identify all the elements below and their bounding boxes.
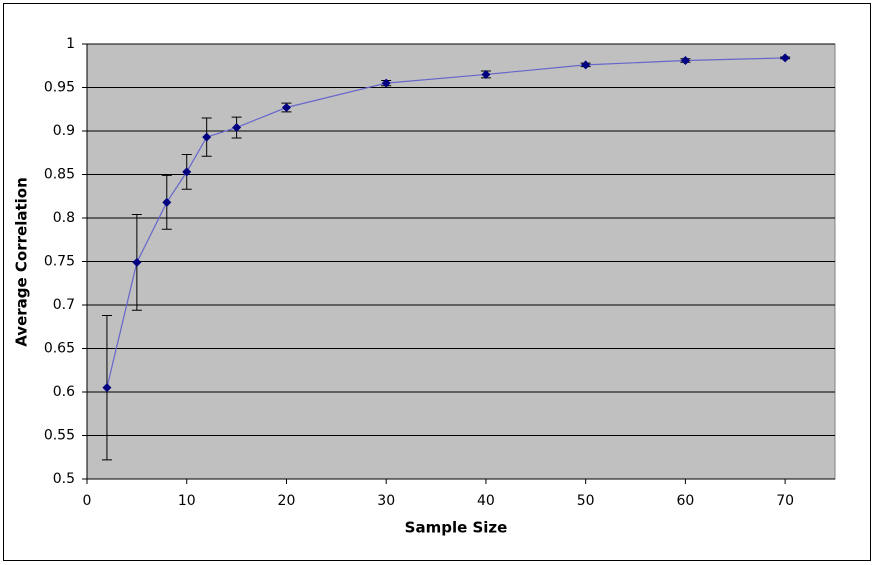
x-tick-label: 70 bbox=[776, 493, 794, 509]
data-point bbox=[202, 132, 212, 142]
y-tick-label: 1 bbox=[66, 36, 75, 52]
x-tick-label: 50 bbox=[577, 493, 595, 509]
y-tick-label: 0.55 bbox=[44, 428, 75, 444]
data-point bbox=[780, 53, 790, 63]
y-axis-title: Average Correlation bbox=[13, 177, 31, 347]
y-tick-label: 0.65 bbox=[44, 341, 75, 357]
data-point bbox=[232, 123, 242, 133]
series-line bbox=[106, 57, 786, 388]
data-point bbox=[381, 78, 391, 88]
y-tick-label: 0.8 bbox=[53, 210, 75, 226]
data-point bbox=[680, 56, 690, 66]
x-tick-label: 60 bbox=[676, 493, 694, 509]
y-tick-label: 0.95 bbox=[44, 80, 75, 96]
data-point bbox=[162, 197, 172, 207]
y-tick-label: 0.75 bbox=[44, 254, 75, 270]
y-tick-label: 0.5 bbox=[53, 471, 75, 487]
y-tick-label: 0.6 bbox=[53, 384, 75, 400]
x-tick-label: 20 bbox=[278, 493, 296, 509]
data-point bbox=[481, 69, 491, 79]
data-point bbox=[581, 60, 591, 70]
x-tick-label: 30 bbox=[377, 493, 395, 509]
x-tick-label: 10 bbox=[178, 493, 196, 509]
data-point bbox=[182, 167, 192, 177]
x-tick-label: 0 bbox=[83, 493, 92, 509]
x-tick-label: 40 bbox=[477, 493, 495, 509]
data-point bbox=[281, 103, 291, 113]
y-tick-label: 0.7 bbox=[53, 297, 75, 313]
y-tick-label: 0.9 bbox=[53, 123, 75, 139]
x-axis-title: Sample Size bbox=[405, 519, 508, 537]
y-tick-label: 0.85 bbox=[44, 167, 75, 183]
data-point bbox=[132, 257, 142, 267]
data-point bbox=[102, 383, 112, 393]
